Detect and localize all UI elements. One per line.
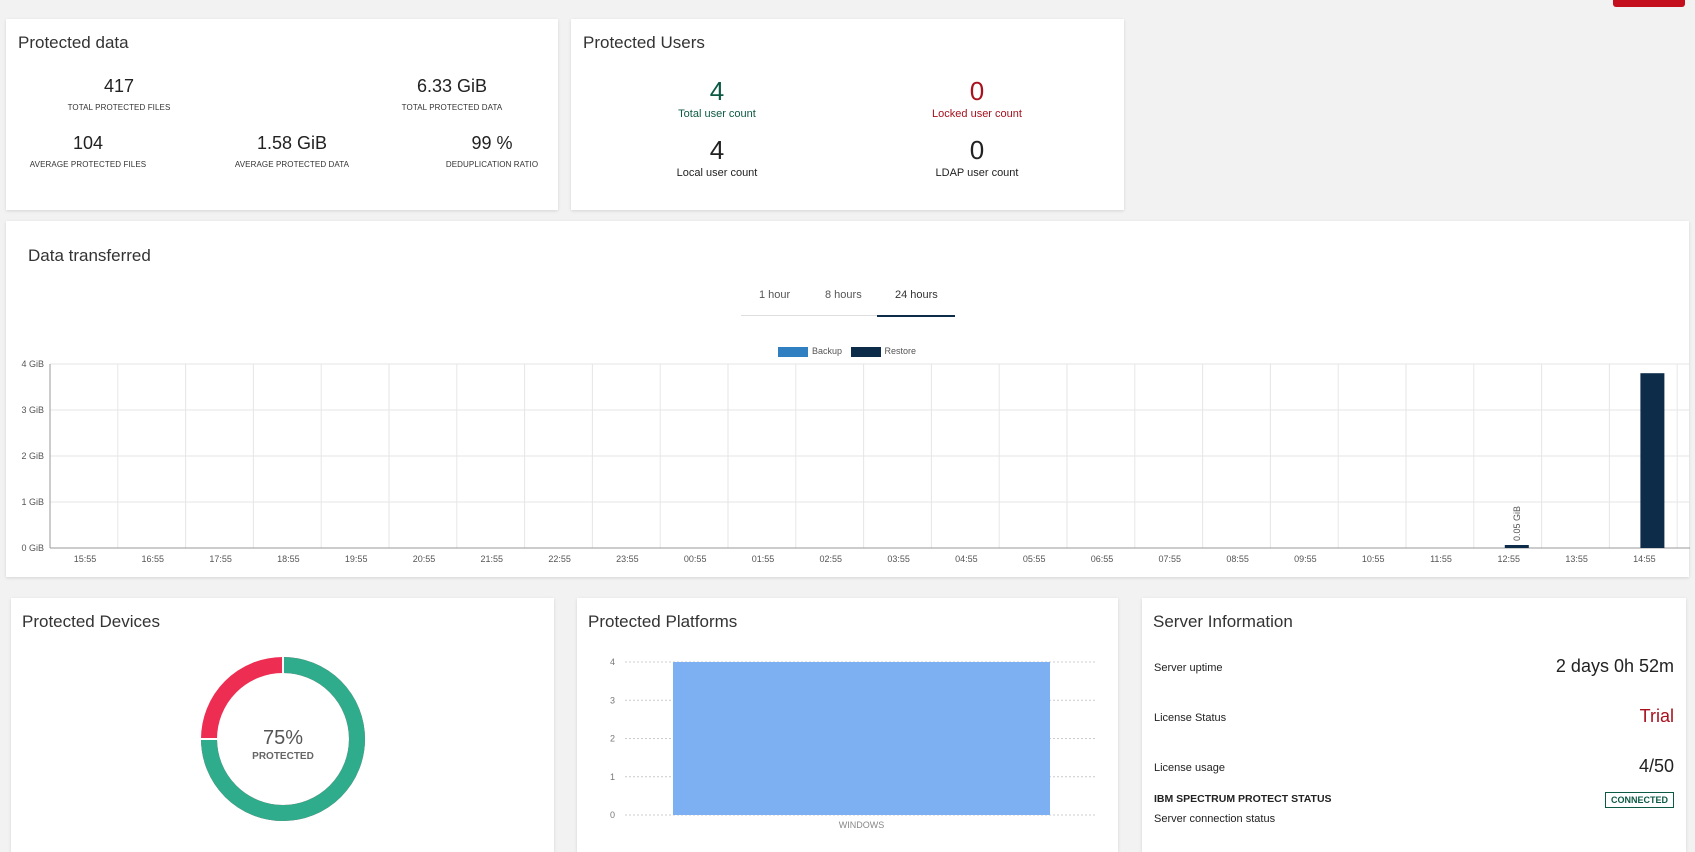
server-connection-label: Server connection status (1154, 813, 1276, 825)
x-tick-label: 14:55 (1633, 554, 1656, 564)
license-usage-label: License usage (1154, 762, 1225, 774)
x-tick-label: 13:55 (1565, 554, 1588, 564)
bar-restore (1640, 373, 1665, 548)
x-tick-label: 22:55 (548, 554, 571, 564)
bar-data-label: 0.05 GiB (1512, 506, 1522, 541)
x-tick-label: 17:55 (209, 554, 232, 564)
data-transferred-title: Data transferred (28, 246, 151, 265)
protected-platforms-title: Protected Platforms (588, 612, 738, 631)
y-tick-label: 2 GiB (21, 451, 44, 461)
bar-restore (1504, 545, 1529, 548)
x-tick-label: 23:55 (616, 554, 639, 564)
x-tick-label: 11:55 (1430, 554, 1452, 564)
tab-24-hours[interactable]: 24 hours (895, 289, 938, 301)
x-tick-label: 15:55 (74, 554, 97, 564)
tab-1-hour[interactable]: 1 hour (759, 289, 791, 301)
time-range-tabs: 1 hour 8 hours 24 hours (741, 280, 955, 317)
x-tick-label: 00:55 (684, 554, 707, 564)
x-tick-label: 04:55 (955, 554, 978, 564)
license-status-value: Trial (1639, 706, 1674, 726)
x-tick-label: 10:55 (1362, 554, 1385, 564)
protected-data-title: Protected data (18, 33, 129, 52)
server-information-card: Server Information (1142, 598, 1686, 852)
legend-restore[interactable]: Restore (850, 346, 916, 357)
protected-data-card: Protected data 417 TOTAL PROTECTED FILES… (6, 19, 558, 210)
server-uptime-label: Server uptime (1154, 662, 1223, 674)
legend-backup-swatch (778, 346, 808, 357)
protected-devices-donut (201, 657, 365, 821)
stat-total-protected-files: 417 TOTAL PROTECTED FILES (67, 76, 171, 112)
legend-backup[interactable]: Backup (778, 346, 842, 357)
license-usage-value: 4/50 (1638, 756, 1674, 776)
x-tick-label: 09:55 (1294, 554, 1317, 564)
platform-y-tick: 0 (610, 810, 615, 820)
y-tick-label: 1 GiB (21, 497, 44, 507)
y-tick-label: 3 GiB (21, 405, 44, 415)
connected-badge: CONNECTED (1604, 792, 1674, 808)
protected-users-title: Protected Users (583, 33, 705, 52)
transfer-legend: Backup Restore (778, 346, 922, 357)
top-action-button[interactable] (1613, 0, 1685, 7)
active-tab-indicator (877, 315, 955, 317)
platform-y-tick: 4 (610, 657, 615, 667)
protected-users-card: Protected Users 4 Total user count 0 Loc… (571, 19, 1124, 210)
x-tick-label: 16:55 (142, 554, 165, 564)
x-tick-label: 18:55 (277, 554, 300, 564)
stat-average-protected-files: 104 AVERAGE PROTECTED FILES (29, 133, 147, 169)
spectrum-status-label: IBM SPECTRUM PROTECT STATUS (1154, 793, 1332, 805)
platform-y-tick: 2 (610, 734, 615, 744)
legend-restore-swatch (850, 346, 881, 357)
x-tick-label: 21:55 (481, 554, 504, 564)
x-tick-label: 01:55 (752, 554, 775, 564)
tab-8-hours[interactable]: 8 hours (825, 289, 862, 301)
x-tick-label: 20:55 (413, 554, 436, 564)
stat-average-protected-data: 1.58 GiB AVERAGE PROTECTED DATA (234, 133, 350, 169)
stat-total-protected-data: 6.33 GiB TOTAL PROTECTED DATA (401, 76, 503, 112)
x-tick-label: 05:55 (1023, 554, 1046, 564)
x-tick-label: 19:55 (345, 554, 368, 564)
platform-y-tick: 3 (610, 695, 615, 705)
y-tick-label: 0 GiB (21, 543, 44, 553)
x-tick-label: 12:55 (1498, 554, 1521, 564)
x-tick-label: 06:55 (1091, 554, 1114, 564)
server-information-title: Server Information (1153, 612, 1293, 631)
y-tick-label: 4 GiB (21, 359, 44, 369)
data-transferred-chart: 0 GiB 1 GiB 2 GiB 3 GiB 4 GiB 15:55 16:55 17:55… (21, 359, 1690, 564)
stat-locked-users: 0 Locked user count (932, 76, 1022, 120)
x-tick-label: 07:55 (1159, 554, 1182, 564)
donut-label: PROTECTED (252, 751, 314, 762)
x-tick-label: 02:55 (820, 554, 843, 564)
data-transferred-card: Data transferred (6, 221, 1689, 577)
stat-total-users: 4 Total user count (678, 76, 756, 120)
license-status-label: License Status (1154, 712, 1227, 724)
stat-deduplication-ratio: 99 % DEDUPLICATION RATIO (445, 133, 539, 169)
platform-bar (673, 662, 1050, 815)
server-uptime-value: 2 days 0h 52m (1555, 656, 1674, 676)
protected-platforms-chart: 0 1 2 3 4 WINDOWS (610, 657, 1097, 830)
stat-ldap-users: 0 LDAP user count (935, 135, 1019, 179)
donut-percent: 75% (262, 727, 304, 749)
platform-y-tick: 1 (610, 772, 615, 782)
x-tick-label: 03:55 (887, 554, 910, 564)
stat-local-users: 4 Local user count (676, 135, 758, 179)
x-tick-label: 08:55 (1226, 554, 1249, 564)
platform-x-label: WINDOWS (839, 820, 885, 830)
protected-devices-title: Protected Devices (22, 612, 160, 631)
